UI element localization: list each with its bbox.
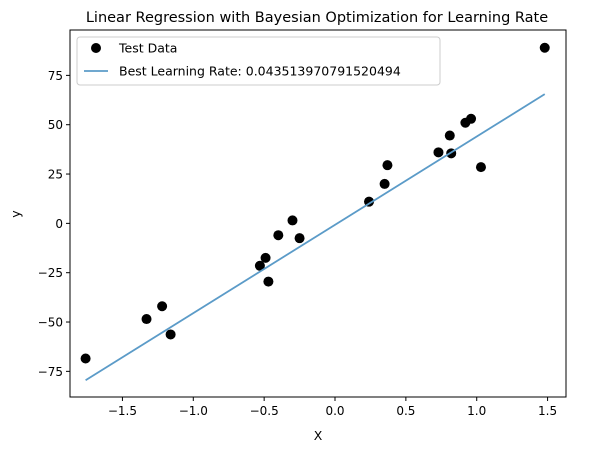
- x-tick-label: 0.5: [396, 404, 415, 418]
- data-point: [81, 354, 91, 364]
- x-axis-label: X: [314, 428, 323, 443]
- data-point: [445, 131, 455, 141]
- y-tick-label: 0: [55, 217, 63, 231]
- y-tick-label: 50: [48, 118, 63, 132]
- data-point: [166, 329, 176, 339]
- data-point: [261, 253, 271, 263]
- x-tick-label: 1.0: [467, 404, 486, 418]
- x-tick-label: −0.5: [250, 404, 279, 418]
- data-point: [142, 314, 152, 324]
- legend-marker-test-data: [91, 43, 101, 53]
- data-point: [273, 230, 283, 240]
- x-axis-ticks: −1.5 −1.0 −0.5 0.0 0.5 1.0 1.5: [108, 397, 557, 418]
- legend-label-test-data: Test Data: [118, 41, 177, 56]
- x-tick-label: 1.5: [538, 404, 557, 418]
- data-point: [380, 179, 390, 189]
- data-point: [287, 215, 297, 225]
- data-point: [382, 160, 392, 170]
- data-point: [476, 162, 486, 172]
- y-axis-label: y: [8, 210, 23, 218]
- data-point: [263, 277, 273, 287]
- x-tick-label: 0.0: [325, 404, 344, 418]
- chart-title: Linear Regression with Bayesian Optimiza…: [86, 10, 548, 26]
- regression-line: [86, 94, 545, 380]
- legend-label-best-learning-rate: Best Learning Rate: 0.043513970791520494: [119, 64, 401, 79]
- x-tick-label: −1.5: [108, 404, 137, 418]
- series-layer: [81, 43, 550, 380]
- data-point: [157, 301, 167, 311]
- y-tick-label: −50: [38, 316, 63, 330]
- x-tick-label: −1.0: [179, 404, 208, 418]
- data-point: [466, 114, 476, 124]
- y-tick-label: −75: [38, 365, 63, 379]
- y-axis-ticks: −75 −50 −25 0 25 50 75: [38, 69, 70, 379]
- y-tick-label: −25: [38, 266, 63, 280]
- data-point: [295, 233, 305, 243]
- y-tick-label: 25: [48, 168, 63, 182]
- legend: Test Data Best Learning Rate: 0.04351397…: [77, 37, 440, 85]
- data-point: [433, 147, 443, 157]
- y-tick-label: 75: [48, 69, 63, 83]
- data-point: [540, 43, 550, 53]
